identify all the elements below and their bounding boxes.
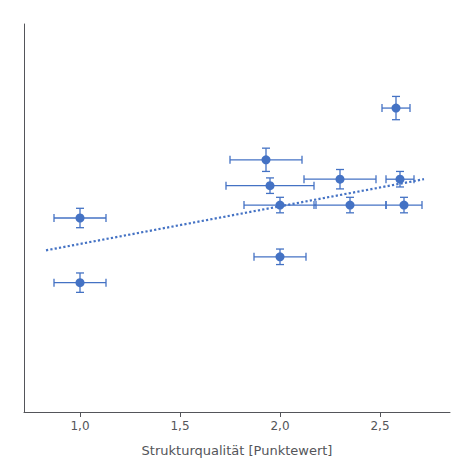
svg-text:Strukturqualität [Punktewert]: Strukturqualität [Punktewert] — [142, 443, 333, 458]
svg-text:1,0: 1,0 — [70, 419, 89, 433]
svg-text:2,5: 2,5 — [370, 419, 389, 433]
svg-text:2,0: 2,0 — [270, 419, 289, 433]
svg-text:1,5: 1,5 — [170, 419, 189, 433]
